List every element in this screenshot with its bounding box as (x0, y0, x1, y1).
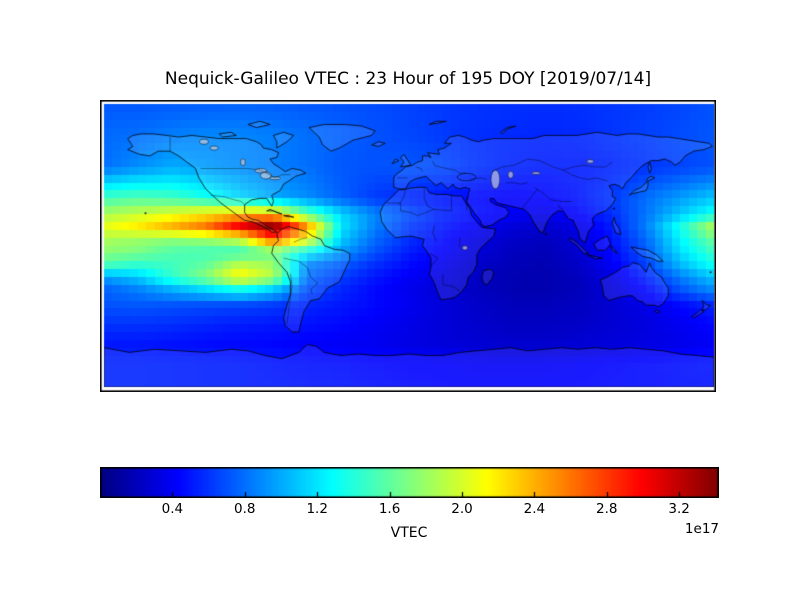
colorbar-tick-label: 1.6 (378, 501, 401, 517)
colorbar-axis-label: VTEC (390, 525, 428, 541)
colorbar-tick-label: 3.2 (668, 501, 690, 517)
colorbar-tick-label: 2.8 (596, 501, 618, 517)
colorbar-tick-label: 0.4 (161, 501, 184, 517)
colorbar-tick-label: 2.4 (523, 501, 546, 517)
colorbar-tick-label: 1.2 (306, 501, 328, 517)
vtec-world-heatmap (100, 100, 716, 392)
colorbar-exponent-label: 1e17 (684, 521, 719, 537)
colorbar (100, 467, 719, 498)
colorbar-tick-label: 2.0 (451, 501, 473, 517)
plot-title: Nequick-Galileo VTEC : 23 Hour of 195 DO… (164, 69, 652, 89)
colorbar-tick-label: 0.8 (234, 501, 256, 517)
